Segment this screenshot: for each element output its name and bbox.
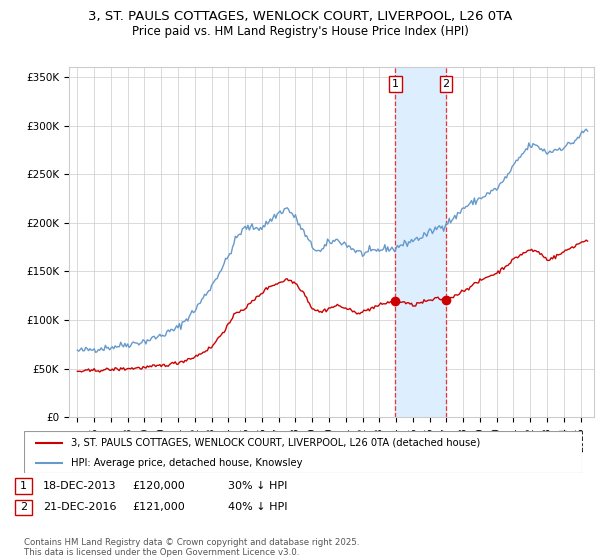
Text: 2: 2 [442, 79, 449, 89]
Text: 30% ↓ HPI: 30% ↓ HPI [228, 481, 287, 491]
Text: 3, ST. PAULS COTTAGES, WENLOCK COURT, LIVERPOOL, L26 0TA (detached house): 3, ST. PAULS COTTAGES, WENLOCK COURT, LI… [71, 438, 481, 448]
Text: 1: 1 [392, 79, 399, 89]
Text: 21-DEC-2016: 21-DEC-2016 [43, 502, 116, 512]
Text: 18-DEC-2013: 18-DEC-2013 [43, 481, 116, 491]
Text: 2: 2 [20, 502, 27, 512]
Text: £121,000: £121,000 [132, 502, 185, 512]
Text: Contains HM Land Registry data © Crown copyright and database right 2025.
This d: Contains HM Land Registry data © Crown c… [24, 538, 359, 557]
Text: 1: 1 [20, 481, 27, 491]
Text: HPI: Average price, detached house, Knowsley: HPI: Average price, detached house, Know… [71, 458, 303, 468]
FancyBboxPatch shape [24, 431, 582, 473]
Text: £120,000: £120,000 [132, 481, 185, 491]
Bar [395, 67, 446, 417]
Text: Price paid vs. HM Land Registry's House Price Index (HPI): Price paid vs. HM Land Registry's House … [131, 25, 469, 38]
Text: 40% ↓ HPI: 40% ↓ HPI [228, 502, 287, 512]
Text: 3, ST. PAULS COTTAGES, WENLOCK COURT, LIVERPOOL, L26 0TA: 3, ST. PAULS COTTAGES, WENLOCK COURT, LI… [88, 10, 512, 23]
